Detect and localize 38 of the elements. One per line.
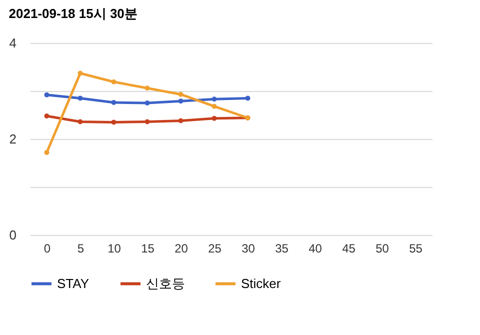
x-tick-label: 55 [409,242,423,256]
y-tick-label: 0 [9,228,16,242]
chart-title: 2021-09-18 15시 30분 [8,6,138,21]
point [212,104,217,109]
point [111,79,116,84]
point [212,116,217,121]
y-tick-label: 2 [9,132,16,146]
point [178,98,184,104]
x-tick-label: 35 [275,242,289,256]
point [144,86,150,91]
point [111,100,116,106]
x-tick-label: 25 [208,242,222,256]
x-tick-label: 30 [242,242,256,256]
point [78,70,83,76]
x-tick-label: 50 [376,242,390,256]
x-tick-label: 0 [44,242,51,256]
point [245,96,250,101]
x-tick-label: 5 [77,242,84,256]
legend-label: 신호등 [146,276,185,291]
point [78,119,83,124]
x-tick-label: 40 [308,242,322,256]
legend-label: STAY [57,276,90,291]
x-tick-label: 45 [342,242,356,256]
x-tick-label: 20 [174,242,188,256]
point [178,118,184,124]
y-tick-label: 4 [9,36,16,50]
point [44,150,50,155]
point [178,92,184,97]
point [44,92,50,98]
point [78,96,83,101]
point [44,113,50,118]
point [144,100,150,106]
legend-label: Sticker [241,276,282,291]
point [144,119,150,124]
x-tick-label: 15 [141,242,155,256]
point [111,120,116,125]
point [212,96,217,102]
x-tick-label: 10 [108,242,122,256]
